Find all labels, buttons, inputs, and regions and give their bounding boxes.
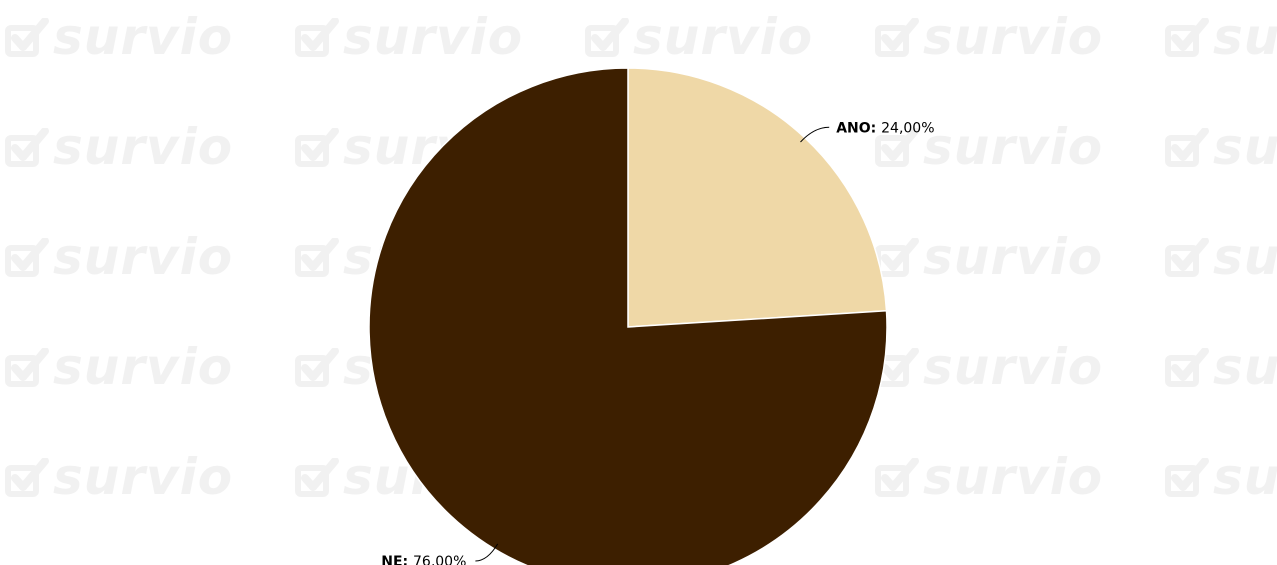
pie-slices	[368, 67, 888, 565]
slice-category: NE:	[381, 554, 413, 565]
pie-slice-ne	[368, 67, 888, 565]
leader-line-ne	[475, 543, 499, 562]
pie-leader-lines	[475, 126, 830, 562]
slice-percent: 24,00%	[881, 120, 934, 136]
slice-category: ANO:	[836, 120, 881, 136]
slice-percent: 76,00%	[413, 554, 466, 565]
slice-label-ano: ANO: 24,00%	[836, 120, 934, 136]
pie-labels: ANO: 24,00% NE: 76,00%	[381, 120, 934, 565]
leader-line-ano	[800, 126, 830, 143]
pie-slice-ano	[627, 67, 888, 328]
slice-label-ne: NE: 76,00%	[381, 554, 466, 565]
